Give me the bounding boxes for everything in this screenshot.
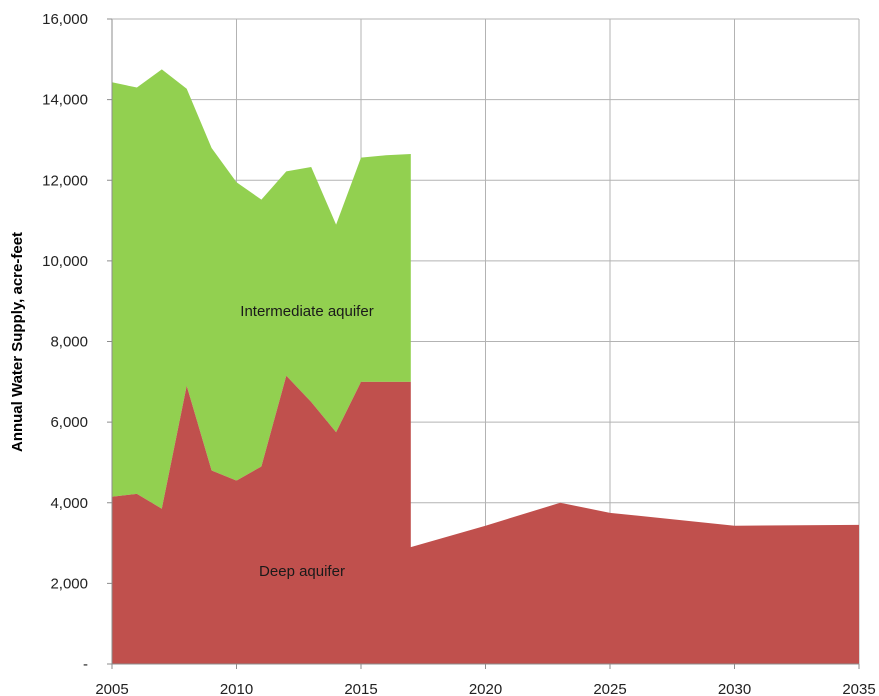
series-label-intermediate: Intermediate aquifer xyxy=(240,303,373,320)
y-tick-label: - xyxy=(83,656,88,673)
y-tick-label: 10,000 xyxy=(42,253,88,270)
x-tick-label: 2030 xyxy=(718,681,751,696)
series-label-deep: Deep aquifer xyxy=(259,563,345,580)
area-deep-aquifer xyxy=(112,375,859,664)
y-tick-label: 14,000 xyxy=(42,92,88,109)
y-tick-label: 12,000 xyxy=(42,172,88,189)
y-axis-label: Annual Water Supply, acre-feet xyxy=(9,232,26,452)
y-tick-label: 2,000 xyxy=(50,575,88,592)
axes xyxy=(107,18,860,669)
x-tick-label: 2005 xyxy=(95,681,128,696)
x-tick-label: 2020 xyxy=(469,681,502,696)
y-tick-label: 4,000 xyxy=(50,495,88,512)
y-tick-label: 16,000 xyxy=(42,11,88,28)
x-axis-ticks: 2005 2010 2015 2020 2025 2030 2035 xyxy=(95,681,875,696)
x-tick-label: 2025 xyxy=(593,681,626,696)
x-tick-label: 2015 xyxy=(344,681,377,696)
area-series xyxy=(112,69,859,664)
y-tick-label: 6,000 xyxy=(50,414,88,431)
x-tick-label: 2010 xyxy=(220,681,253,696)
y-tick-label: 8,000 xyxy=(50,334,88,351)
x-tick-label: 2035 xyxy=(842,681,875,696)
y-axis-ticks: - 2,000 4,000 6,000 8,000 10,000 12,000 14,000 1… xyxy=(42,11,88,673)
area-intermediate-aquifer xyxy=(112,69,411,509)
series-labels: Intermediate aquifer Deep aquifer xyxy=(240,303,373,580)
